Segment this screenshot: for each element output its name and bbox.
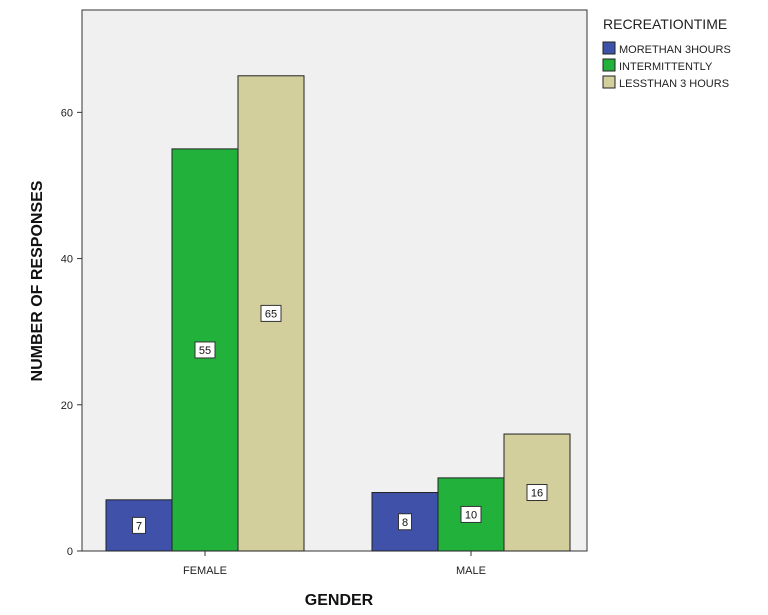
legend-label: MORETHAN 3HOURS: [619, 44, 731, 56]
data-label: 65: [265, 308, 277, 320]
y-tick-label: 40: [61, 254, 73, 266]
data-label: 16: [531, 488, 543, 500]
x-category-label: FEMALE: [183, 565, 227, 577]
y-tick-label: 60: [61, 107, 73, 119]
data-labels: 7 55 65 8 10 16: [132, 304, 548, 534]
legend-swatch: [602, 41, 616, 55]
x-axis-title: GENDER: [305, 592, 374, 609]
x-category-labels: FEMALE MALE: [183, 551, 486, 577]
data-label: 8: [402, 517, 408, 529]
legend-swatch: [602, 58, 616, 72]
legend-title: RECREATIONTIME: [603, 16, 727, 32]
data-label: 7: [136, 520, 142, 532]
y-tick-label: 20: [61, 400, 73, 412]
legend-swatch: [602, 75, 616, 89]
bars: [105, 75, 571, 552]
data-label-box: [132, 516, 146, 534]
data-label: 55: [199, 345, 211, 357]
data-label-box: [194, 341, 216, 359]
data-label-box: [260, 304, 282, 322]
data-label-box: [398, 513, 412, 531]
y-axis-title: NUMBER OF RESPONSES: [29, 180, 46, 381]
legend-label: LESSTHAN 3 HOURS: [619, 78, 729, 90]
data-label: 10: [465, 509, 477, 521]
plot-area: [81, 9, 588, 552]
y-tick-label: 0: [67, 546, 73, 558]
x-category-label: MALE: [456, 565, 486, 577]
data-label-box: [526, 484, 548, 502]
legend-label: INTERMITTENTLY: [619, 61, 713, 73]
data-label-box: [460, 505, 482, 523]
legend: MORETHAN 3HOURS INTERMITTENTLY LESSTHAN 3 …: [602, 41, 731, 90]
y-ticks: 0 20 40 60: [61, 107, 82, 558]
